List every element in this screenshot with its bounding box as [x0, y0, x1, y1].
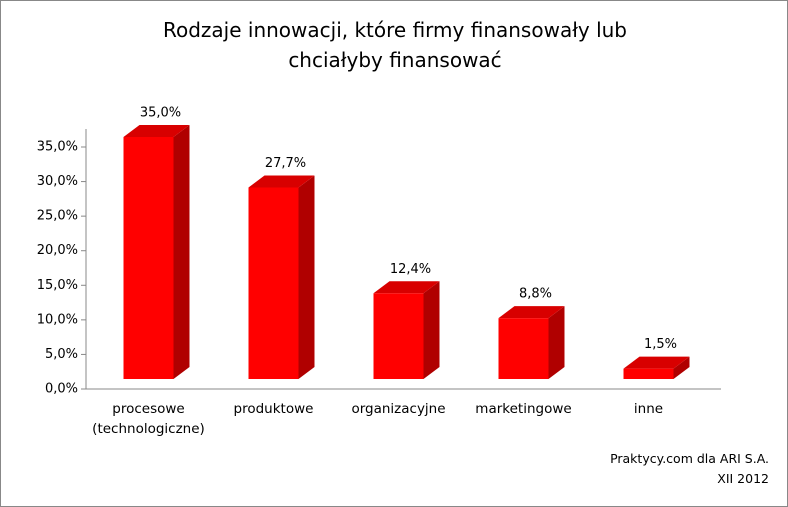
- y-tick-label: 15,0%: [37, 278, 78, 293]
- bar-top: [123, 125, 190, 137]
- y-tick-label: 25,0%: [37, 209, 78, 224]
- x-tick-label: marketingowe: [475, 401, 572, 417]
- value-label: 35,0%: [140, 106, 181, 121]
- y-tick-label: 20,0%: [37, 243, 78, 258]
- bar-front: [623, 368, 674, 379]
- bar-front: [498, 318, 549, 379]
- x-tick-label: procesowe (technologiczne): [92, 401, 205, 437]
- y-tick-label: 30,0%: [37, 174, 78, 189]
- source-note: XII 2012: [717, 471, 769, 486]
- bar-front: [248, 187, 299, 379]
- x-tick-label: produktowe: [233, 401, 314, 417]
- y-tick-label: 5,0%: [45, 347, 78, 362]
- bar-top: [623, 356, 690, 369]
- bar: [623, 356, 690, 379]
- bar-side: [298, 175, 315, 379]
- bar-top: [498, 306, 565, 319]
- bar: [498, 306, 565, 379]
- y-tick-label: 35,0%: [37, 140, 78, 155]
- bar: [373, 281, 440, 379]
- bar: [248, 175, 315, 379]
- bar-side: [173, 125, 190, 379]
- x-tick-label: organizacyjne: [351, 401, 446, 417]
- source-note: Praktycy.com dla ARI S.A.: [610, 451, 769, 466]
- y-tick-label: 0,0%: [45, 382, 78, 397]
- bar-side: [673, 356, 690, 379]
- value-label: 8,8%: [519, 287, 552, 302]
- bar-side: [548, 306, 565, 379]
- bar-side: [423, 281, 440, 379]
- bar-top: [373, 281, 440, 294]
- y-tick-label: 10,0%: [37, 312, 78, 327]
- value-label: 12,4%: [390, 262, 431, 277]
- value-label: 1,5%: [644, 337, 677, 352]
- bar: [123, 125, 190, 379]
- bar-front: [123, 137, 174, 379]
- value-label: 27,7%: [265, 156, 306, 171]
- bar-front: [373, 293, 424, 379]
- chart-title: Rodzaje innowacji, które firmy finansowa…: [162, 18, 627, 72]
- bar-top: [248, 175, 315, 188]
- x-tick-label: inne: [633, 401, 664, 417]
